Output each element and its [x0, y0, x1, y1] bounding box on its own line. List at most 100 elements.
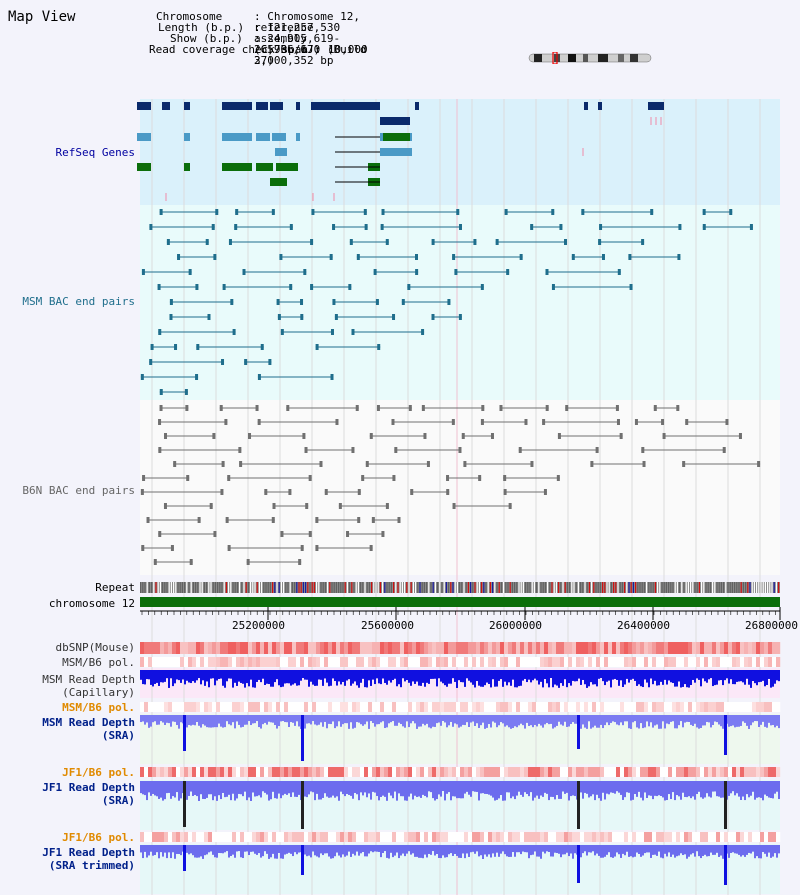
track-label-jf1-depth-trim[interactable]: JF1 Read Depth (SRA trimmed): [42, 846, 135, 872]
axis-tick-label: 25600000: [361, 619, 414, 632]
jf1-depth-sra-bar: [546, 781, 548, 794]
jf1-depth-sra-bar: [520, 781, 522, 795]
msm-b6-pol-strip: [692, 657, 697, 667]
track-label-b6n-bac[interactable]: B6N BAC end pairs: [22, 484, 135, 497]
msm-b6-pol-strip: [764, 657, 769, 667]
jf1-b6-pol-strip-2: [364, 832, 369, 842]
jf1-depth-sra-bar: [466, 781, 468, 792]
msm-depth-cap-bar: [512, 670, 514, 680]
jf1-depth-trim-bar: [556, 845, 558, 854]
jf1-b6-pol-strip: [180, 767, 185, 777]
jf1-depth-sra-bar: [552, 781, 554, 797]
track-label-msm-depth-sra[interactable]: MSM Read Depth (SRA): [42, 716, 135, 742]
repeat-mark: [203, 582, 205, 593]
msm-depth-cap-bar: [694, 670, 696, 683]
dbsnp-strip: [672, 642, 677, 654]
b6n-bac-pair-end: [158, 447, 162, 453]
msm-b6-pol-strip: [732, 657, 737, 667]
jf1-depth-trim-bar: [274, 845, 276, 859]
msm-depth-cap-bar: [562, 670, 564, 686]
msm-b6-pol-strip: [244, 657, 249, 667]
jf1-depth-trim-bar: [582, 845, 584, 854]
track-label-msm-b6-pol-2[interactable]: MSM/B6 pol.: [62, 701, 135, 714]
dbsnp-strip: [564, 642, 569, 654]
track-label-jf1-b6-pol[interactable]: JF1/B6 pol.: [62, 766, 135, 779]
dbsnp-strip: [664, 642, 669, 654]
msm-depth-sra-bar: [220, 715, 222, 727]
track-label-jf1-b6-pol-2[interactable]: JF1/B6 pol.: [62, 831, 135, 844]
msm-depth-sra-bar: [534, 715, 536, 725]
chromosome-ideogram[interactable]: [528, 52, 654, 64]
msm-depth-sra-bar: [606, 715, 608, 723]
jf1-depth-sra-bar: [322, 781, 324, 798]
msm-b6-pol-strip-2: [372, 702, 377, 712]
track-label-refseq[interactable]: RefSeq Genes: [55, 146, 135, 159]
jf1-b6-pol-strip-2: [304, 832, 309, 842]
repeat-mark: [283, 582, 285, 593]
jf1-depth-sra-bar: [388, 781, 390, 793]
track-label-dbsnp[interactable]: dbSNP(Mouse): [55, 641, 135, 654]
jf1-depth-trim-bar: [298, 845, 300, 853]
msm-depth-sra-bar: [312, 715, 314, 722]
msm-b6-pol-strip-2: [260, 702, 265, 712]
msm-depth-sra-bar: [310, 715, 312, 725]
jf1-b6-pol-strip-2: [760, 832, 765, 842]
track-label-repeat[interactable]: Repeat: [95, 581, 135, 594]
msm-b6-pol-strip-2: [408, 702, 413, 712]
track-label-msm-bac[interactable]: MSM BAC end pairs: [22, 295, 135, 308]
jf1-depth-sra-bar: [732, 781, 734, 792]
msm-depth-sra-bar: [382, 715, 384, 722]
msm-depth-sra-bar: [288, 715, 290, 728]
jf1-depth-sra-bar: [764, 781, 766, 795]
msm-depth-cap-bar: [276, 670, 278, 680]
msm-depth-cap-bar: [264, 670, 266, 685]
msm-depth-sra-bar: [710, 715, 712, 728]
msm-b6-pol-strip: [648, 657, 653, 667]
jf1-depth-sra-bar: [722, 781, 724, 798]
msm-bac-pair-end: [431, 239, 435, 245]
msm-depth-cap-bar: [778, 670, 780, 682]
dbsnp-strip: [316, 642, 321, 654]
msm-depth-sra-bar: [570, 715, 572, 725]
msm-depth-cap-bar: [206, 670, 208, 682]
jf1-depth-trim-bar: [286, 845, 288, 854]
jf1-depth-trim-bar: [426, 845, 428, 858]
msm-depth-sra-bar: [186, 715, 188, 728]
jf1-b6-pol-strip-2: [688, 832, 693, 842]
jf1-depth-sra-bar: [510, 781, 512, 799]
msm-depth-cap-bar: [258, 670, 260, 680]
jf1-depth-trim-bar: [748, 845, 750, 853]
msm-depth-cap-bar: [188, 670, 190, 683]
jf1-depth-trim-bar: [234, 845, 236, 858]
repeat-mark: [610, 582, 612, 593]
jf1-depth-trim-bar: [600, 845, 602, 858]
track-label-msm-depth-cap[interactable]: MSM Read Depth (Capillary): [42, 673, 135, 699]
dbsnp-strip: [392, 642, 397, 654]
jf1-b6-pol-strip: [736, 767, 741, 777]
jf1-b6-pol-strip: [384, 767, 389, 777]
msm-b6-pol-strip: [196, 657, 201, 667]
gene-exon: [311, 102, 380, 110]
track-label-msm-b6-pol[interactable]: MSM/B6 pol.: [62, 656, 135, 669]
msm-depth-cap-bar: [756, 670, 758, 686]
jf1-b6-pol-strip: [252, 767, 257, 777]
msm-depth-sra-bar: [706, 715, 708, 722]
dbsnp-strip: [212, 642, 217, 654]
dbsnp-strip: [340, 642, 345, 654]
jf1-depth-trim-bar: [680, 845, 682, 854]
jf1-depth-sra-bar: [428, 781, 430, 792]
msm-depth-sra-bar: [696, 715, 698, 728]
jf1-b6-pol-strip: [700, 767, 705, 777]
track-label-jf1-depth-sra[interactable]: JF1 Read Depth (SRA): [42, 781, 135, 807]
jf1-depth-sra-bar: [498, 781, 500, 799]
b6n-bac-pair-end: [524, 419, 528, 425]
jf1-b6-pol-strip: [296, 767, 301, 777]
repeat-mark: [703, 582, 705, 593]
dbsnp-strip: [300, 642, 305, 654]
msm-bac-pair-end: [221, 359, 225, 365]
jf1-depth-trim-bar: [636, 845, 638, 853]
msm-depth-cap-bar: [508, 670, 510, 683]
msm-bac-pair-end: [373, 269, 377, 275]
msm-depth-sra-bar: [362, 715, 364, 726]
